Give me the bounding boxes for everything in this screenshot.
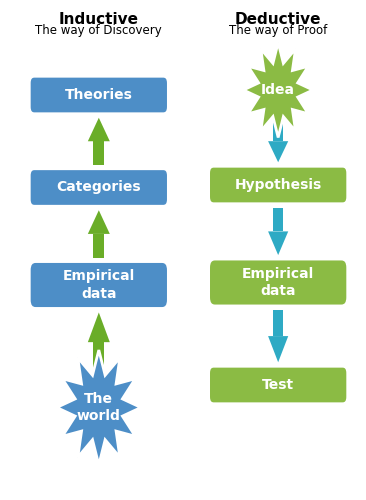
Polygon shape xyxy=(57,350,141,465)
Text: Theories: Theories xyxy=(65,88,133,102)
Text: The
world: The world xyxy=(77,392,121,423)
Text: Idea: Idea xyxy=(261,83,295,97)
Polygon shape xyxy=(88,312,110,342)
FancyBboxPatch shape xyxy=(209,366,348,404)
Text: Categories: Categories xyxy=(56,180,141,194)
Polygon shape xyxy=(268,232,288,255)
Polygon shape xyxy=(88,210,110,234)
Bar xyxy=(93,234,104,258)
FancyBboxPatch shape xyxy=(209,166,348,204)
Bar xyxy=(273,120,283,141)
Bar xyxy=(93,141,104,165)
Text: The way of Discovery: The way of Discovery xyxy=(36,24,162,37)
Text: Hypothesis: Hypothesis xyxy=(235,178,322,192)
Polygon shape xyxy=(268,141,288,162)
Text: Inductive: Inductive xyxy=(59,12,139,28)
Bar xyxy=(93,342,104,372)
Text: Test: Test xyxy=(262,378,294,392)
FancyBboxPatch shape xyxy=(209,259,348,306)
Text: Empirical
data: Empirical data xyxy=(63,270,135,300)
Polygon shape xyxy=(268,336,288,362)
FancyBboxPatch shape xyxy=(29,262,168,308)
Text: The way of Proof: The way of Proof xyxy=(229,24,327,37)
Bar xyxy=(273,208,283,232)
Polygon shape xyxy=(88,118,110,141)
Text: Deductive: Deductive xyxy=(235,12,321,28)
Text: Empirical
data: Empirical data xyxy=(242,267,314,298)
Polygon shape xyxy=(243,42,313,138)
FancyBboxPatch shape xyxy=(29,76,168,114)
Bar xyxy=(273,310,283,336)
FancyBboxPatch shape xyxy=(29,169,168,206)
